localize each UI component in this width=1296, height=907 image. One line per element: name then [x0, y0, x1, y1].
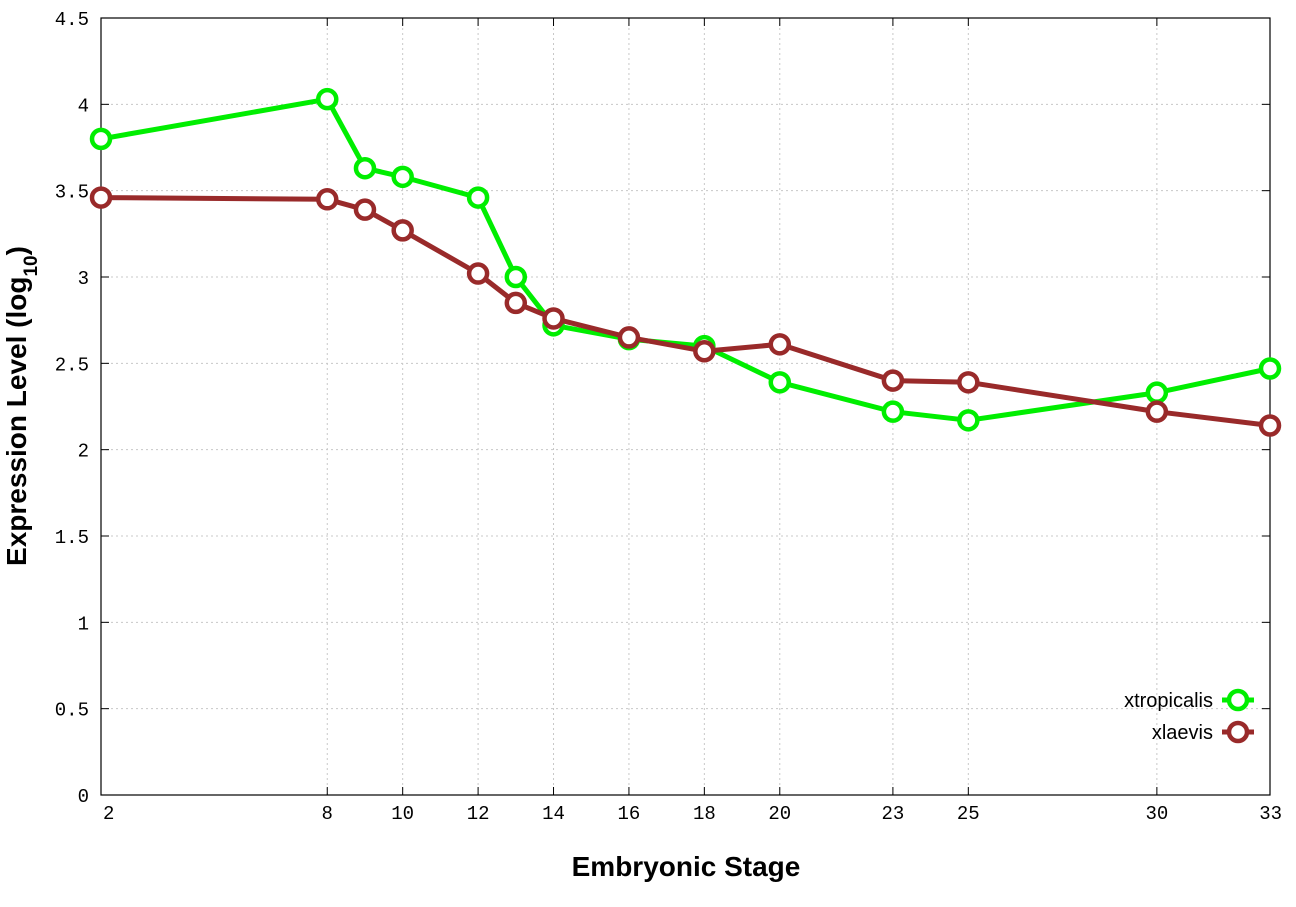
x-tick-label: 10	[391, 803, 414, 825]
legend-label-xtropicalis: xtropicalis	[1124, 690, 1213, 712]
x-axis-ticks: 2 8 10 12 14 16 18 20 23 25 30 33	[100, 18, 1282, 825]
y-tick-label: 1	[78, 613, 89, 635]
legend: xtropicalis xlaevis	[1124, 688, 1254, 744]
series-xlaevis	[89, 186, 1282, 437]
grid	[101, 18, 1270, 795]
data-point-xtropicalis	[353, 156, 377, 180]
series-xtropicalis	[89, 87, 1282, 432]
data-point-xlaevis	[768, 333, 792, 356]
y-tick-label: 4	[78, 95, 89, 117]
data-point-xtropicalis	[316, 87, 339, 111]
data-point-xlaevis	[1145, 400, 1169, 423]
data-point-xlaevis	[617, 326, 641, 349]
x-axis-title: Embryonic Stage	[572, 851, 801, 882]
legend-swatch-marker	[1226, 688, 1250, 712]
y-axis-title: Expression Level (log10)	[1, 246, 42, 566]
series-line-xlaevis	[100, 195, 1271, 428]
y-tick-label: 3.5	[55, 182, 89, 204]
y-axis-title-subscript: 10	[21, 255, 42, 276]
data-point-xlaevis	[957, 371, 980, 394]
x-tick-label: 14	[542, 803, 565, 825]
x-tick-label: 20	[768, 803, 791, 825]
y-tick-label: 0	[78, 786, 89, 808]
y-tick-label: 4.5	[55, 9, 89, 31]
y-axis-title-main: Expression Level (log	[1, 277, 32, 566]
x-tick-label: 2	[103, 803, 114, 825]
x-tick-label: 18	[693, 803, 716, 825]
data-point-xlaevis	[466, 262, 490, 285]
data-point-xlaevis	[1258, 414, 1282, 437]
x-tick-label: 8	[322, 803, 333, 825]
data-point-xtropicalis	[504, 265, 528, 289]
x-tick-label: 23	[881, 803, 904, 825]
y-tick-label: 1.5	[55, 527, 89, 549]
data-point-xlaevis	[504, 291, 528, 315]
data-point-xlaevis	[881, 369, 905, 392]
x-tick-label: 33	[1259, 803, 1282, 825]
data-point-xlaevis	[693, 339, 716, 363]
data-point-xlaevis	[353, 198, 377, 221]
data-point-xtropicalis	[1258, 357, 1282, 380]
y-axis-title-end: )	[1, 246, 32, 255]
y-tick-label: 0.5	[55, 700, 89, 722]
plot-frame	[100, 17, 1271, 796]
data-point-xtropicalis	[391, 165, 414, 189]
legend-swatch-marker	[1226, 720, 1250, 744]
data-point-xtropicalis	[466, 186, 490, 209]
data-point-xlaevis	[542, 307, 565, 330]
y-axis-ticks: 0 0.5 1 1.5 2 2.5 3 3.5 4 4.5	[55, 9, 1270, 808]
legend-label-xlaevis: xlaevis	[1152, 722, 1213, 744]
data-point-xtropicalis	[957, 409, 980, 432]
data-point-xtropicalis	[768, 371, 792, 394]
data-point-xtropicalis	[1145, 381, 1169, 404]
data-point-xlaevis	[391, 219, 414, 242]
y-tick-label: 2	[78, 441, 89, 463]
data-point-xtropicalis	[89, 127, 113, 151]
x-tick-label: 25	[957, 803, 980, 825]
x-tick-label: 12	[467, 803, 490, 825]
data-point-xlaevis	[316, 188, 339, 211]
x-tick-label: 30	[1145, 803, 1168, 825]
data-point-xlaevis	[89, 186, 113, 209]
series	[89, 87, 1282, 437]
series-line-xtropicalis	[100, 96, 1271, 423]
y-tick-label: 3	[78, 268, 89, 290]
data-point-xtropicalis	[881, 400, 905, 423]
y-tick-label: 2.5	[55, 354, 89, 376]
x-tick-label: 16	[618, 803, 641, 825]
